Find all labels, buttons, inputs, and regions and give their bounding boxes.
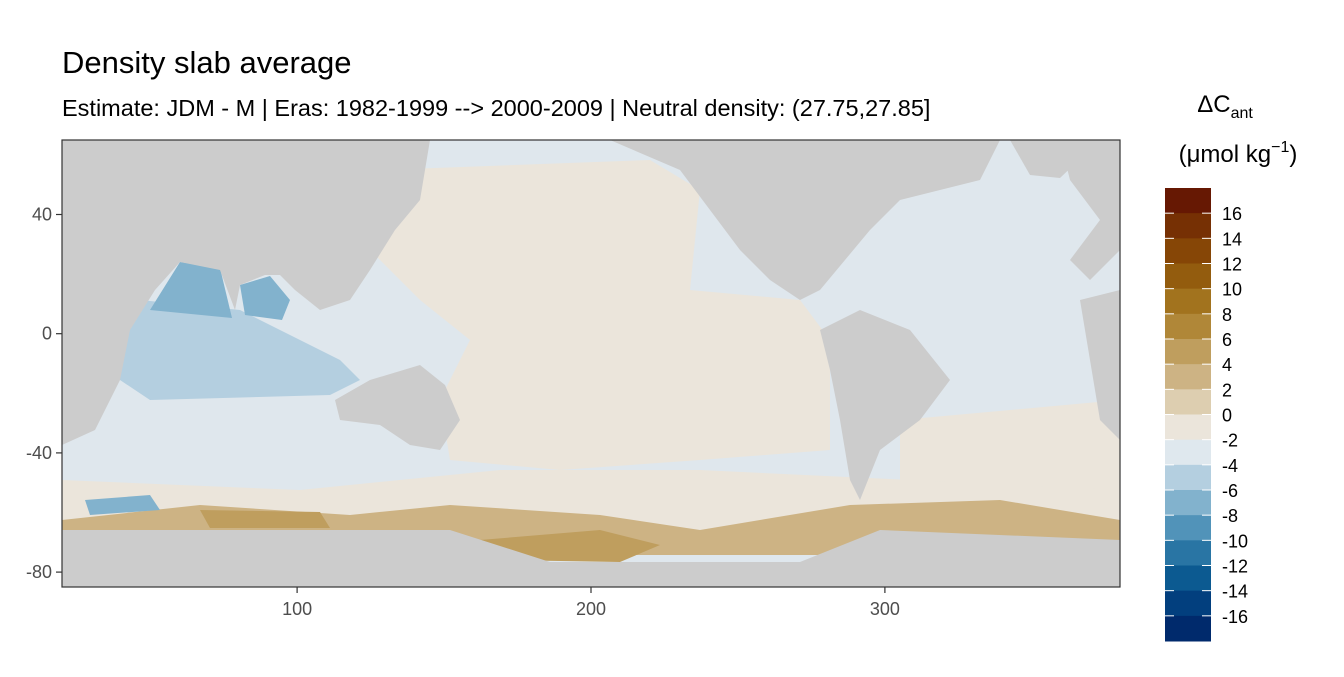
legend-swatch <box>1165 414 1211 441</box>
legend-unit-close: ) <box>1289 141 1297 168</box>
legend-title-main: ΔC <box>1197 91 1230 118</box>
chart-title: Density slab average <box>62 45 352 80</box>
legend-swatch <box>1165 238 1211 264</box>
legend-label: -14 <box>1222 582 1248 602</box>
legend-swatch <box>1165 590 1211 617</box>
ocean-region <box>200 510 330 528</box>
land <box>1080 290 1120 440</box>
legend-swatch <box>1165 464 1211 491</box>
legend-swatch <box>1165 515 1211 541</box>
legend-title: ΔCant <box>1197 91 1253 122</box>
ocean-region <box>120 300 360 400</box>
legend-swatch <box>1165 188 1211 214</box>
y-tick-label: 40 <box>32 205 52 225</box>
legend-label: 4 <box>1222 355 1232 375</box>
legend-label: 8 <box>1222 305 1232 325</box>
legend-label: 0 <box>1222 406 1232 426</box>
legend-title-subscript: ant <box>1231 105 1254 122</box>
legend-label: -4 <box>1222 456 1238 476</box>
ocean-region <box>85 495 160 515</box>
legend-swatch <box>1165 490 1211 516</box>
legend-label: 16 <box>1222 204 1242 224</box>
ocean-region <box>370 160 830 470</box>
land <box>1060 140 1120 280</box>
legend-swatch <box>1165 288 1211 315</box>
land <box>62 140 430 445</box>
legend-label: 10 <box>1222 280 1242 300</box>
legend-swatch <box>1165 213 1211 239</box>
ocean-region <box>150 262 232 318</box>
legend-label: 2 <box>1222 380 1232 400</box>
legend-swatch <box>1165 615 1211 642</box>
chart-subtitle: Estimate: JDM - M | Eras: 1982-1999 --> … <box>62 95 930 121</box>
legend-swatch <box>1165 565 1211 592</box>
legend-label: -10 <box>1222 531 1248 551</box>
legend-label: 6 <box>1222 330 1232 350</box>
land <box>62 140 1120 587</box>
map <box>61 139 1121 588</box>
legend-label: -16 <box>1222 607 1248 627</box>
legend-swatch <box>1165 313 1211 340</box>
land <box>820 310 950 500</box>
legend-swatch <box>1165 263 1211 290</box>
land <box>610 140 1000 300</box>
x-tick-label: 200 <box>576 599 606 619</box>
legend-label: -8 <box>1222 506 1238 526</box>
y-tick-label: -80 <box>26 562 52 582</box>
y-tick-label: -40 <box>26 443 52 463</box>
legend-unit: (μmol kg−1) <box>1179 139 1298 168</box>
legend-label: 14 <box>1222 229 1242 249</box>
legend-swatch <box>1165 389 1211 415</box>
x-tick-label: 300 <box>870 599 900 619</box>
land <box>335 365 460 450</box>
legend-label: -12 <box>1222 557 1248 577</box>
legend-swatch <box>1165 540 1211 566</box>
legend-swatch <box>1165 439 1211 466</box>
legend-label: -6 <box>1222 481 1238 501</box>
legend-label: -2 <box>1222 431 1238 451</box>
ocean-region <box>240 276 290 320</box>
legend-label: 12 <box>1222 255 1242 275</box>
land <box>62 530 1120 587</box>
legend-swatch <box>1165 364 1211 390</box>
x-tick-label: 100 <box>282 599 312 619</box>
legend-unit-main: (μmol kg <box>1179 141 1272 168</box>
legend-unit-superscript: −1 <box>1271 139 1289 156</box>
legend-swatch <box>1165 339 1211 365</box>
y-tick-label: 0 <box>42 324 52 344</box>
